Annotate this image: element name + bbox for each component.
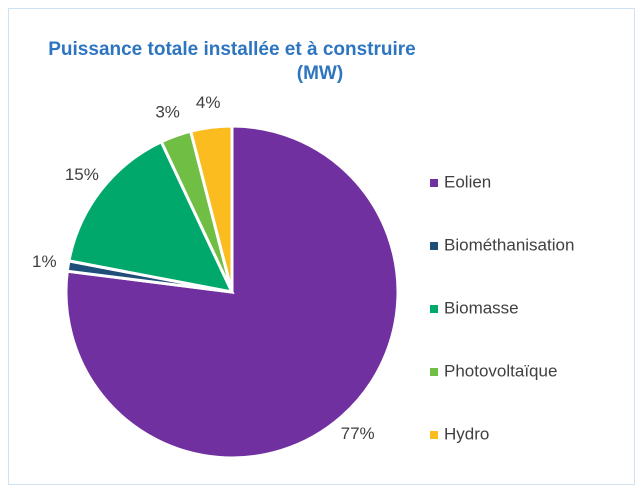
chart-title: Puissance totale installée et à construi… <box>48 39 415 60</box>
data-label: 15% <box>65 165 99 184</box>
legend-marker <box>430 179 438 187</box>
legend-label: Eolien <box>444 172 491 191</box>
legend-marker <box>430 305 438 313</box>
data-label: 77% <box>341 424 375 443</box>
legend-label: Biométhanisation <box>444 235 574 254</box>
pie-slice <box>188 124 234 293</box>
data-label: 1% <box>32 252 57 271</box>
legend-marker <box>430 368 438 376</box>
pie-slice <box>67 139 235 295</box>
pie-slice <box>64 124 400 460</box>
legend-marker <box>430 242 438 250</box>
chart-title: (MW) <box>297 63 343 84</box>
legend-label: Biomasse <box>444 298 519 317</box>
data-label: 4% <box>196 93 221 112</box>
legend-label: Hydro <box>444 424 489 443</box>
legend-label: Photovoltaïque <box>444 361 557 380</box>
data-label: 3% <box>155 103 180 122</box>
legend-marker <box>430 431 438 439</box>
